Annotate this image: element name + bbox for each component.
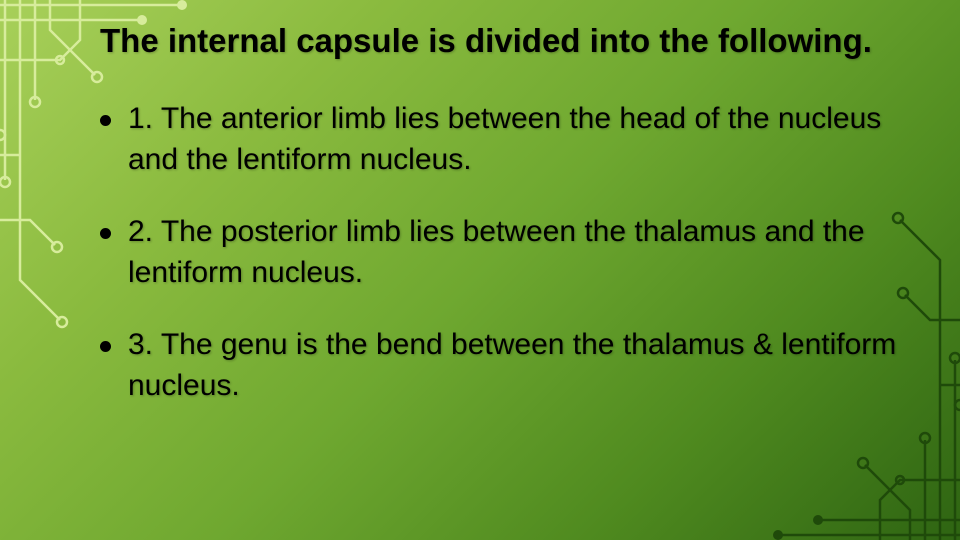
slide-title: The internal capsule is divided into the… xyxy=(100,20,910,61)
content-area: The internal capsule is divided into the… xyxy=(100,20,910,438)
bullet-item: 2. The posterior limb lies between the t… xyxy=(100,212,910,293)
bullet-item: 3. The genu is the bend between the thal… xyxy=(100,325,910,406)
bullet-item: 1. The anterior limb lies between the he… xyxy=(100,99,910,180)
bullet-list: 1. The anterior limb lies between the he… xyxy=(100,99,910,406)
slide: The internal capsule is divided into the… xyxy=(0,0,960,540)
